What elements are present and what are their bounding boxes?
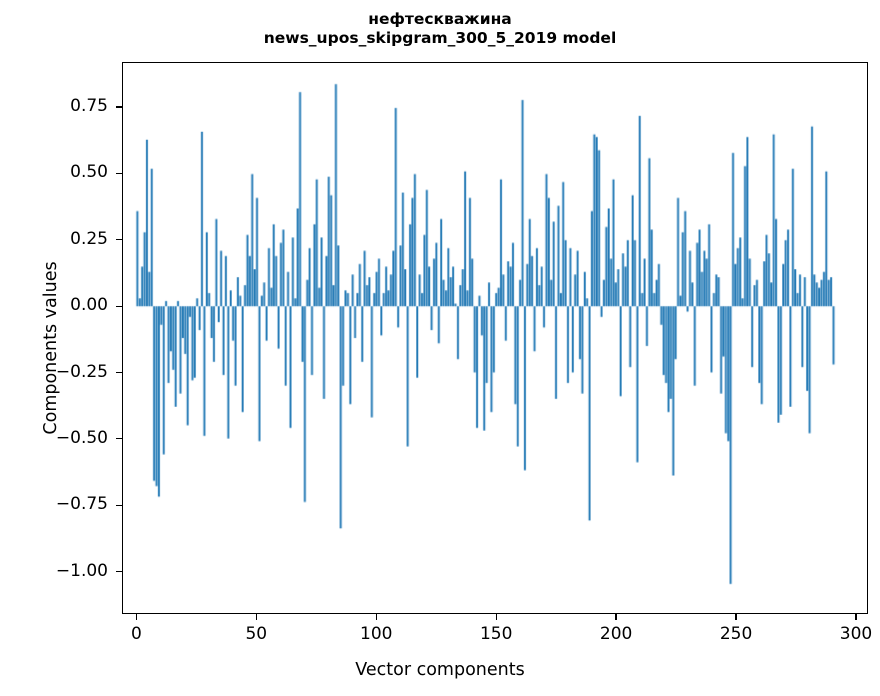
y-tick-mark xyxy=(116,504,122,506)
x-tick-label: 250 xyxy=(719,624,753,644)
y-tick-mark xyxy=(116,371,122,374)
x-tick-label: 100 xyxy=(360,624,393,644)
x-tick-mark xyxy=(255,614,257,620)
y-tick-label: −1.00 xyxy=(55,560,108,581)
x-tick-mark xyxy=(495,614,497,620)
y-tick-label: 0.25 xyxy=(70,228,108,249)
chart-title-line-1: нефтескважина xyxy=(368,10,512,28)
plot-axes xyxy=(122,62,868,614)
x-tick-mark xyxy=(375,614,377,620)
x-tick-label: 150 xyxy=(479,624,513,644)
y-tick-label: 0.75 xyxy=(70,96,108,117)
y-tick-label: 0.00 xyxy=(70,295,108,316)
x-axis-label: Vector components xyxy=(355,660,525,680)
x-tick-mark xyxy=(615,614,617,620)
x-tick-mark xyxy=(855,614,857,620)
x-tick-mark xyxy=(135,614,138,620)
y-tick-mark xyxy=(116,106,122,108)
x-tick-label: 300 xyxy=(839,624,873,644)
y-tick-mark xyxy=(116,570,122,573)
x-tick-label: 200 xyxy=(599,624,633,644)
y-tick-label: −0.75 xyxy=(55,494,108,515)
y-tick-mark xyxy=(116,305,122,307)
x-tick-label: 50 xyxy=(245,624,268,644)
x-tick-label: 0 xyxy=(130,624,142,644)
y-tick-mark xyxy=(116,239,122,241)
y-tick-label: −0.50 xyxy=(55,427,108,448)
y-tick-label: −0.25 xyxy=(55,361,108,382)
x-tick-mark xyxy=(735,614,737,620)
y-tick-mark xyxy=(116,438,122,440)
y-axis-label: Components values xyxy=(41,261,61,435)
chart-title: нефтескважина news_upos_skipgram_300_5_2… xyxy=(0,10,880,48)
bar-series-canvas xyxy=(123,63,867,613)
y-tick-label: 0.50 xyxy=(70,162,108,183)
y-tick-mark xyxy=(116,172,122,175)
chart-title-line-2: news_upos_skipgram_300_5_2019 model xyxy=(263,29,617,47)
